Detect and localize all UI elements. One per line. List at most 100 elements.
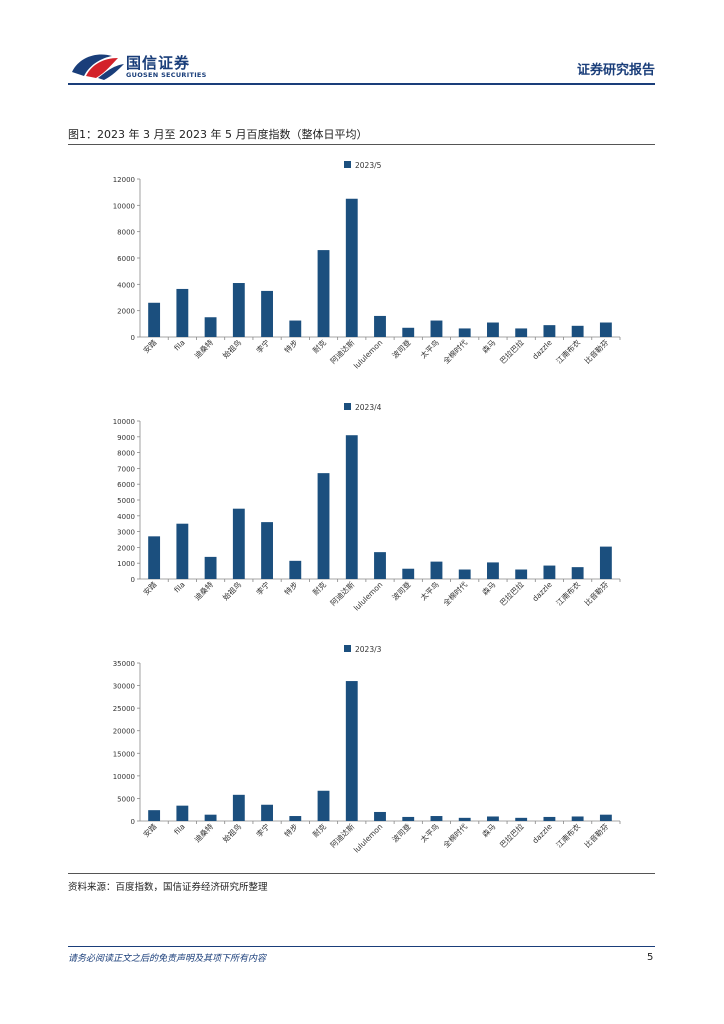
- report-header: 国信证券 GUOSEN SECURITIES 证券研究报告: [68, 50, 655, 86]
- bar-8: [374, 315, 386, 337]
- x-category-label: 阿迪达斯: [328, 821, 357, 850]
- brand-name-en: GUOSEN SECURITIES: [126, 71, 207, 79]
- y-tick-label: 3000: [117, 529, 135, 537]
- x-category-label: fila: [172, 822, 186, 836]
- y-tick-label: 5000: [117, 795, 135, 803]
- x-category-label: 安踏: [141, 579, 159, 597]
- x-category-label: 安踏: [141, 337, 159, 355]
- bar-14: [543, 565, 556, 579]
- bar-1: [176, 288, 189, 337]
- bar-14: [543, 325, 556, 337]
- x-category-label: 李宁: [254, 337, 272, 355]
- x-category-label: 森马: [480, 821, 498, 839]
- x-category-label: 全棉时代: [441, 821, 470, 850]
- y-tick-label: 9000: [117, 434, 135, 442]
- footer-divider: [68, 946, 655, 947]
- bar-6: [317, 250, 330, 337]
- bar-6: [317, 790, 330, 821]
- bar-14: [543, 816, 556, 821]
- y-tick-label: 10000: [113, 418, 135, 426]
- bar-12: [487, 562, 499, 579]
- y-tick-label: 30000: [113, 683, 135, 691]
- bar-2: [204, 814, 217, 821]
- y-tick-label: 6000: [117, 481, 135, 489]
- x-category-label: 全棉时代: [441, 579, 470, 608]
- figure-title: 图1：2023 年 3 月至 2023 年 5 月百度指数（整体日平均）: [68, 128, 368, 141]
- bar-4: [261, 290, 273, 337]
- bar-8: [374, 811, 386, 821]
- x-category-label: 江南布衣: [554, 337, 583, 366]
- legend-swatch: [344, 403, 351, 410]
- x-category-label: dazzle: [531, 580, 555, 604]
- bar-13: [515, 569, 528, 579]
- y-tick-label: 10000: [113, 202, 135, 210]
- bar-9: [402, 816, 415, 821]
- bar-9: [402, 568, 415, 579]
- y-tick-label: 1000: [117, 560, 135, 568]
- bar-5: [289, 560, 302, 579]
- x-category-label: 始祖鸟: [220, 821, 243, 844]
- y-tick-label: 8000: [117, 450, 135, 458]
- bar-7: [345, 681, 358, 821]
- bar-4: [261, 804, 273, 821]
- x-category-label: 巴拉巴拉: [497, 821, 526, 850]
- x-category-label: lululemon: [352, 580, 385, 613]
- bar-11: [458, 817, 471, 821]
- y-tick-label: 5000: [117, 497, 135, 505]
- x-category-label: 太平鸟: [418, 579, 441, 602]
- bar-11: [458, 569, 471, 579]
- x-category-label: fila: [172, 338, 186, 352]
- x-category-label: 耐克: [310, 821, 328, 839]
- x-category-label: fila: [172, 580, 186, 594]
- bar-6: [317, 473, 330, 579]
- bar-10: [430, 320, 443, 337]
- legend-swatch: [344, 161, 351, 168]
- x-category-label: 比音勒芬: [582, 337, 611, 366]
- y-tick-label: 0: [131, 334, 135, 342]
- x-category-label: 迪桑特: [192, 337, 215, 360]
- bar-13: [515, 817, 528, 821]
- x-category-label: lululemon: [352, 822, 385, 855]
- legend-label: 2023/5: [355, 161, 382, 170]
- y-tick-label: 10000: [113, 773, 135, 781]
- x-category-label: 迪桑特: [192, 579, 215, 602]
- bar-3: [232, 283, 245, 337]
- chart-2023-03: 2023/3 0 5000 10000 15000 20000 25000 30000 3500…: [68, 636, 655, 868]
- bar-15: [571, 325, 584, 337]
- guosen-logo-icon: [68, 50, 128, 82]
- bar-chart-2023-04: 2023/4 0 1000 2000 3000 4000 5000 6000 7000 8000 9…: [113, 403, 621, 613]
- bar-1: [176, 805, 189, 821]
- bar-15: [571, 567, 584, 579]
- y-tick-label: 25000: [113, 705, 135, 713]
- x-category-label: 阿迪达斯: [328, 579, 357, 608]
- x-category-label: 始祖鸟: [220, 337, 243, 360]
- x-category-label: 始祖鸟: [220, 579, 243, 602]
- bar-chart-2023-05: 2023/5 0 2000 4000 6000 8000 10000 12000 安踏 fila 迪…: [113, 161, 621, 371]
- x-category-label: 全棉时代: [441, 337, 470, 366]
- bar-7: [345, 198, 358, 337]
- y-tick-label: 0: [131, 818, 135, 826]
- figure-bottom-divider: [68, 873, 655, 874]
- x-category-label: 比音勒芬: [582, 821, 611, 850]
- y-tick-label: 20000: [113, 728, 135, 736]
- x-category-label: 巴拉巴拉: [497, 579, 526, 608]
- legend-label: 2023/4: [355, 403, 382, 412]
- report-type-label: 证券研究报告: [576, 63, 655, 78]
- y-tick-label: 35000: [113, 660, 135, 668]
- x-category-label: dazzle: [531, 338, 555, 362]
- y-tick-label: 12000: [113, 176, 135, 184]
- y-tick-label: 6000: [117, 255, 135, 263]
- bar-2: [204, 317, 217, 337]
- bar-5: [289, 320, 302, 337]
- x-category-label: 阿迪达斯: [328, 337, 357, 366]
- bar-10: [430, 561, 443, 579]
- figure-source: 资料来源：百度指数，国信证券经济研究所整理: [68, 882, 268, 893]
- x-category-label: 森马: [480, 337, 498, 355]
- x-category-label: 耐克: [310, 579, 328, 597]
- bar-0: [148, 536, 161, 579]
- x-category-label: 特步: [282, 821, 300, 839]
- header-divider: [68, 83, 655, 85]
- bar-16: [599, 814, 612, 821]
- bar-9: [402, 327, 415, 337]
- x-category-label: 李宁: [254, 821, 272, 839]
